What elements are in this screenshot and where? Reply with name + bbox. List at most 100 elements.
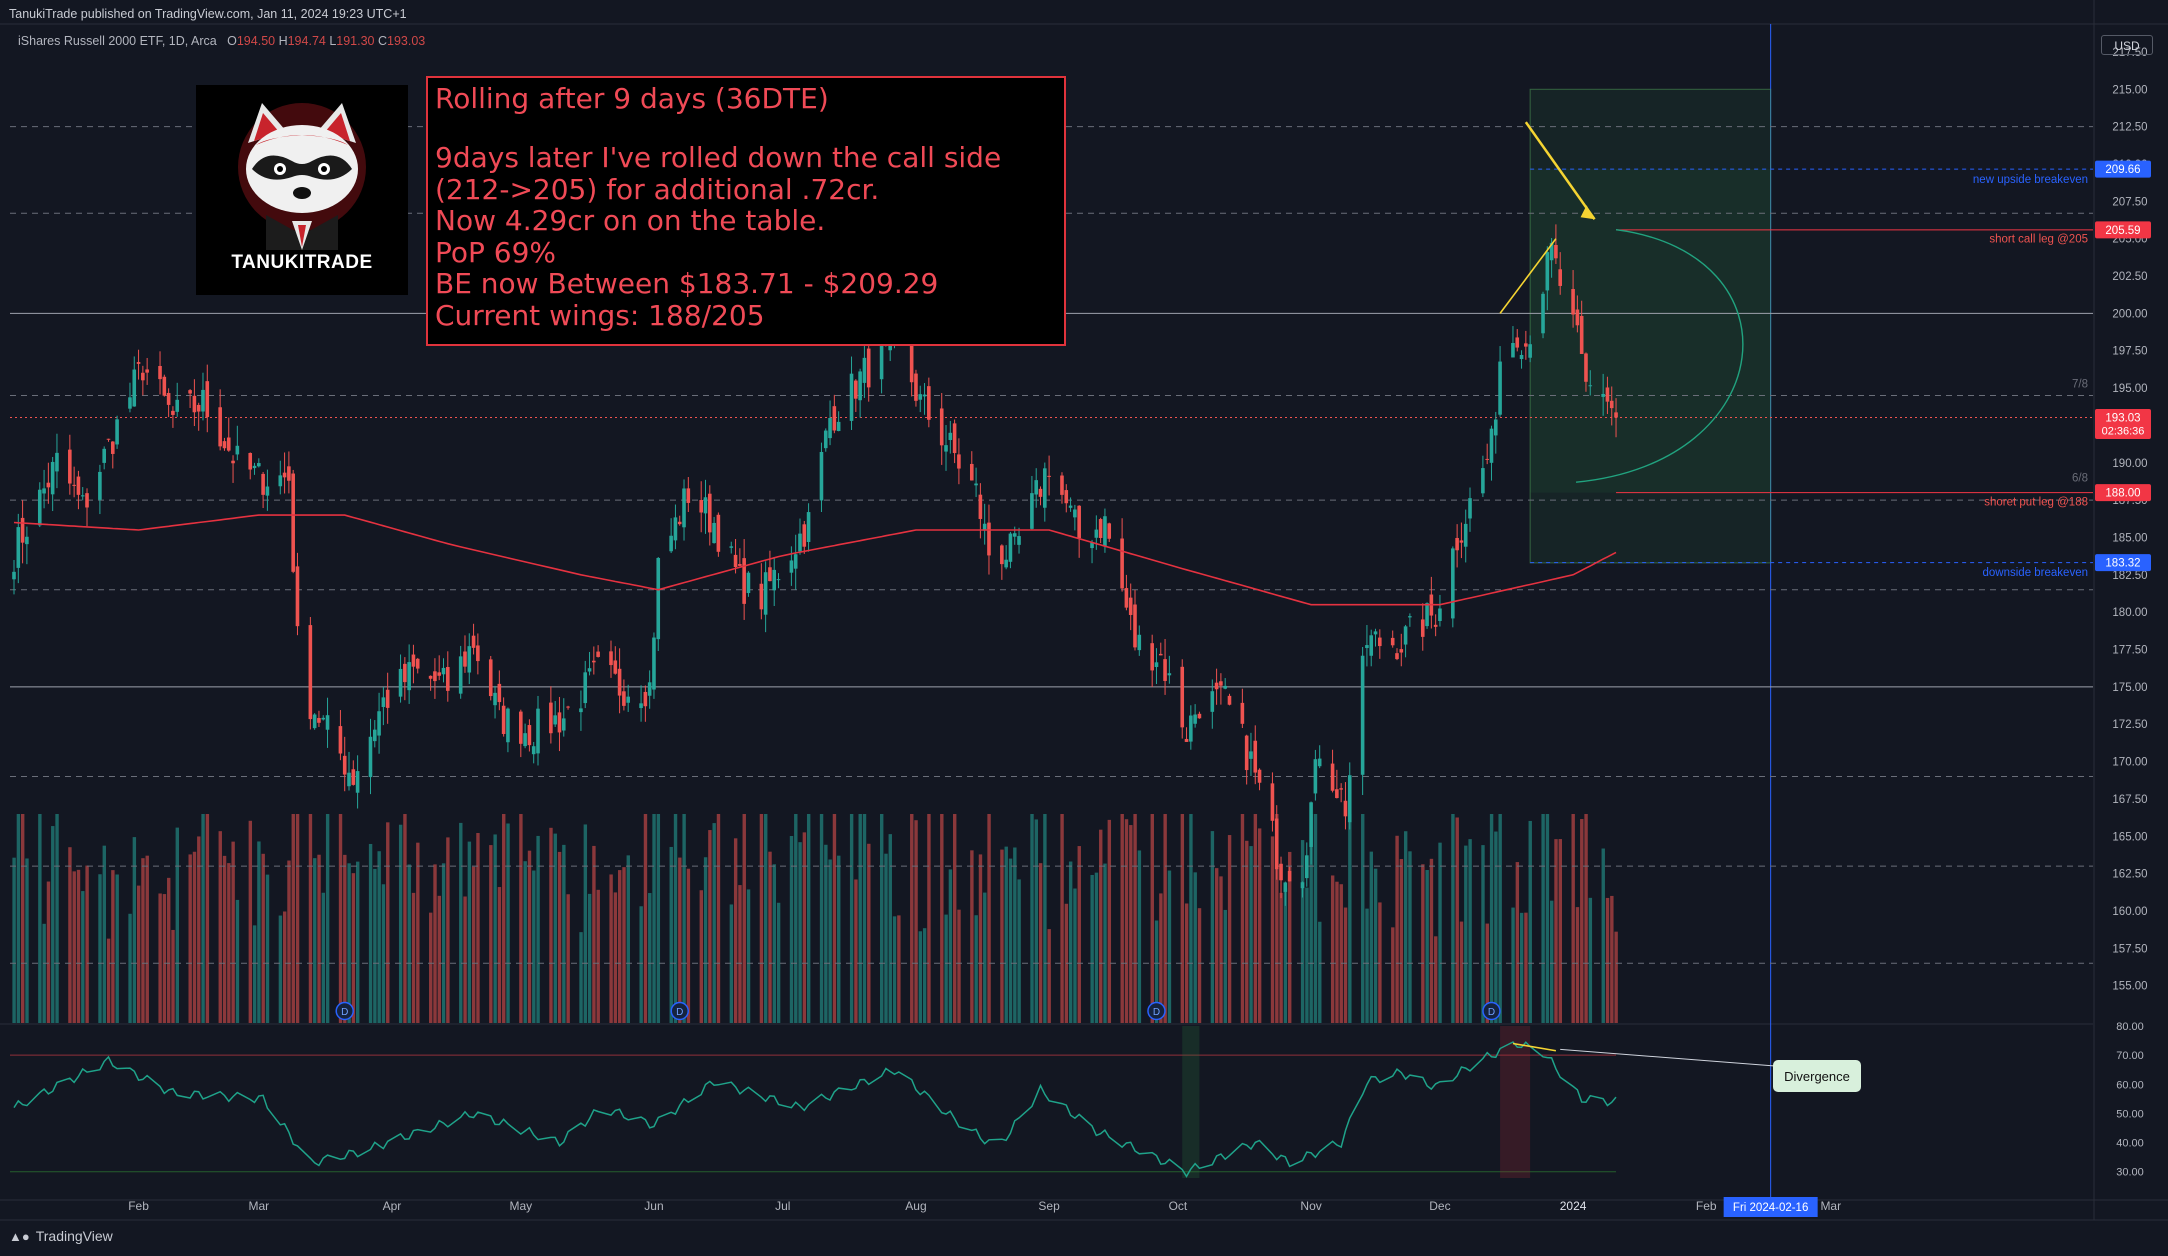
dividend-marker-icon[interactable] [1147,1001,1166,1021]
candle-body [497,683,502,703]
candle [136,349,141,380]
volume-bar [235,899,240,1023]
volume-bar [1313,814,1318,1023]
volume-bar [918,931,923,1023]
volume-bar [1550,900,1554,1023]
candle [798,518,802,555]
price-badge[interactable] [2095,409,2151,440]
candle [351,760,356,786]
candle-body [226,437,231,451]
volume-bars [12,814,1618,1023]
dividend-marker-icon[interactable] [335,1001,354,1021]
candle [849,356,854,430]
volume-bar [325,814,330,1023]
volume-bar [1210,831,1215,1023]
candle [1481,455,1485,498]
candle-body [201,389,205,412]
candle-body [531,746,536,755]
volume-bar [1137,850,1142,1023]
currency-button[interactable]: USD [2101,35,2153,55]
candle [652,632,656,699]
volume-bar [1240,814,1245,1023]
candle-body [325,715,330,730]
candle [1128,583,1133,631]
candle-body [445,667,450,691]
trade-note[interactable]: Rolling after 9 days (36DTE) 9days later… [426,76,1066,346]
time-tick-label: Oct [1169,1199,1188,1213]
volume-bar [1361,814,1365,1023]
volume-bar [764,814,768,1023]
tradingview-footer[interactable]: ▲● TradingView [9,1228,113,1244]
candle-body [175,399,180,412]
candle-body [854,380,858,399]
candle [381,686,386,726]
volume-bar [338,814,343,1023]
candle [1403,624,1408,658]
candle-body [145,369,149,373]
probability-curve [1575,229,1744,483]
volume-bar [798,842,802,1023]
candle [918,385,923,413]
candle-body [978,494,983,519]
volume-bar [1060,814,1064,1023]
candle-body [282,472,287,478]
candle [1184,727,1189,742]
candle-body [1047,475,1051,477]
candle-body [1399,649,1404,653]
candle-body [699,499,703,513]
candle-body [12,571,16,580]
candle [493,685,497,719]
volume-bar [265,874,270,1023]
candle-body [1244,735,1249,771]
volume-bar [1528,820,1532,1023]
candle [987,504,991,575]
volume-bar [1481,845,1485,1023]
dividend-marker-icon[interactable] [670,1001,689,1021]
candle-body [467,646,472,673]
candle [222,437,227,451]
candle-body [776,579,781,581]
price-badge[interactable] [2095,484,2151,502]
candle-body [1378,637,1382,647]
volume-bar [587,893,592,1023]
volume-bar [25,858,29,1023]
volume-bar [20,814,25,1023]
candle [536,695,540,766]
volume-bar [1485,923,1489,1023]
price-badge[interactable] [2095,160,2151,178]
candle-body [1012,533,1017,537]
candle-body [1545,252,1550,291]
crosshair-date-badge [1723,1197,1818,1217]
dividend-marker-icon[interactable] [1482,1001,1501,1021]
time-tick-label: Feb [1696,1199,1717,1213]
volume-bar [1103,863,1107,1023]
price-badge[interactable] [2095,221,2151,239]
candle-body [798,533,802,552]
candle-body [68,449,72,484]
candle-body [1575,309,1580,326]
price-tick-label: 182.50 [2112,570,2147,582]
volume-bar [1038,863,1043,1023]
candle-body [1163,659,1167,681]
candle [1008,531,1013,569]
candle-body [1605,387,1610,402]
candle [308,616,313,730]
candle [858,368,862,418]
candle [141,365,145,396]
volume-bar [102,845,106,1023]
candle [282,452,287,494]
candle-body [1493,419,1498,436]
level-annotation: 6/8 [2072,473,2088,485]
volume-bar [562,844,566,1023]
candle-body [347,772,351,787]
volume-bar [738,885,742,1023]
candle [261,471,265,509]
volume-bar [617,870,622,1023]
price-badge[interactable] [2095,554,2151,572]
symbol-legend[interactable]: iShares Russell 2000 ETF, 1D, Arca O194.… [18,34,425,48]
candle-body [441,667,446,675]
volume-bar [613,892,618,1023]
candle [1137,625,1142,656]
